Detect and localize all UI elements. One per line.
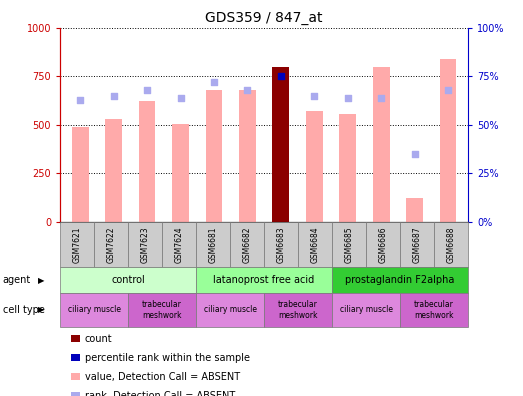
Text: value, Detection Call = ABSENT: value, Detection Call = ABSENT	[85, 371, 240, 382]
Point	[344, 94, 352, 101]
Text: GSM6681: GSM6681	[209, 226, 218, 263]
Point	[76, 96, 84, 103]
Text: GSM6682: GSM6682	[243, 226, 252, 263]
Text: trabecular
meshwork: trabecular meshwork	[278, 300, 318, 320]
Text: GSM6687: GSM6687	[413, 226, 422, 263]
Bar	[139, 101, 155, 222]
Point	[176, 94, 185, 101]
Text: control: control	[111, 275, 145, 285]
Text: ciliary muscle: ciliary muscle	[203, 305, 257, 314]
Text: prostaglandin F2alpha: prostaglandin F2alpha	[345, 275, 455, 285]
Text: cell type: cell type	[3, 305, 44, 315]
Bar	[440, 59, 457, 222]
Text: GSM7621: GSM7621	[73, 226, 82, 263]
Point	[444, 87, 452, 93]
Text: GSM6685: GSM6685	[345, 226, 354, 263]
Text: trabecular
meshwork: trabecular meshwork	[142, 300, 182, 320]
Bar	[172, 124, 189, 222]
Text: trabecular
meshwork: trabecular meshwork	[414, 300, 454, 320]
Title: GDS359 / 847_at: GDS359 / 847_at	[206, 11, 323, 25]
Text: GSM6686: GSM6686	[379, 226, 388, 263]
Point	[143, 87, 151, 93]
Bar	[72, 127, 88, 222]
Point	[277, 73, 285, 79]
Point	[210, 79, 218, 85]
Text: ▶: ▶	[38, 305, 44, 314]
Bar	[373, 67, 390, 222]
Text: GSM7623: GSM7623	[141, 226, 150, 263]
Text: GSM7624: GSM7624	[175, 226, 184, 263]
Text: rank, Detection Call = ABSENT: rank, Detection Call = ABSENT	[85, 390, 235, 396]
Text: latanoprost free acid: latanoprost free acid	[213, 275, 315, 285]
Bar	[239, 90, 256, 222]
Text: GSM7622: GSM7622	[107, 226, 116, 263]
Point	[109, 92, 118, 99]
Text: count: count	[85, 333, 112, 344]
Point	[243, 87, 252, 93]
Point	[377, 94, 385, 101]
Bar	[306, 111, 323, 222]
Text: agent: agent	[3, 275, 31, 285]
Bar	[105, 119, 122, 222]
Text: ▶: ▶	[38, 276, 44, 285]
Bar	[206, 90, 222, 222]
Bar	[339, 114, 356, 222]
Text: GSM6688: GSM6688	[447, 226, 456, 263]
Text: GSM6683: GSM6683	[277, 226, 286, 263]
Text: percentile rank within the sample: percentile rank within the sample	[85, 352, 249, 363]
Bar	[272, 67, 289, 222]
Point	[411, 150, 419, 157]
Text: ciliary muscle: ciliary muscle	[67, 305, 121, 314]
Point	[310, 92, 319, 99]
Text: ciliary muscle: ciliary muscle	[339, 305, 393, 314]
Text: GSM6684: GSM6684	[311, 226, 320, 263]
Bar	[406, 198, 423, 222]
